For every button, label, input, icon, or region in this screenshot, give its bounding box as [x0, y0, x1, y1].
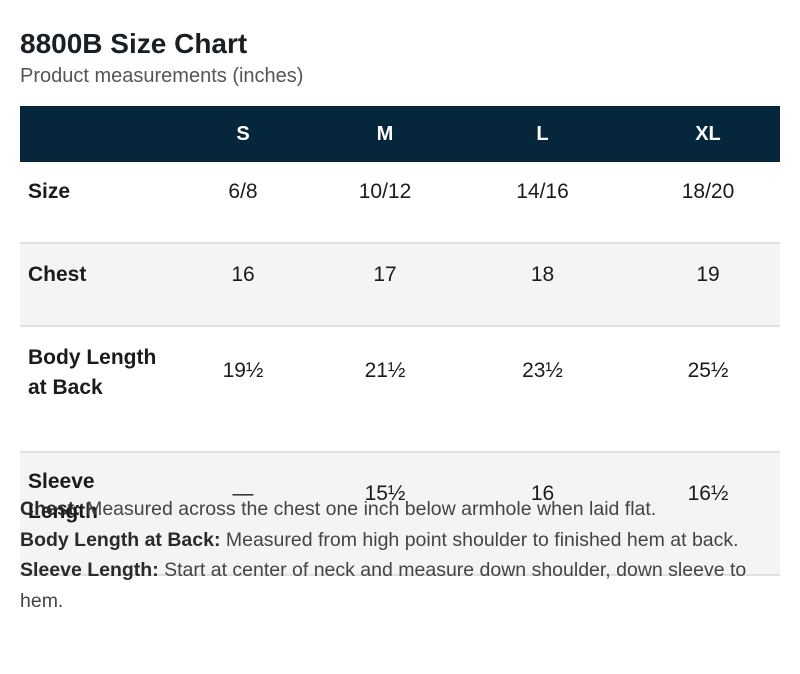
note-text: Measured across the chest one inch below… — [80, 498, 657, 520]
table-cell: 16½ — [636, 452, 780, 576]
table-body: Size 6/8 10/12 14/16 18/20 Chest 16 17 1… — [20, 162, 780, 576]
header-cell-s: S — [165, 106, 321, 162]
note-body-length: Body Length at Back: Measured from high … — [20, 525, 785, 556]
table-cell: 19 — [636, 243, 780, 327]
row-label-chest: Chest — [20, 243, 165, 327]
table-header: S M L XL — [20, 106, 780, 162]
table-cell: 16 — [449, 452, 636, 576]
page-subtitle: Product measurements (inches) — [20, 65, 304, 87]
table-cell: 10/12 — [321, 162, 449, 244]
header-row: S M L XL — [20, 106, 780, 162]
row-label-line: Length — [28, 500, 98, 523]
table-row: Sleeve Length — 15½ 16 16½ — [20, 452, 780, 576]
table-cell: 16 — [165, 243, 321, 327]
note-text: Start at center of neck and measure down… — [20, 559, 747, 612]
page-title: 8800B Size Chart — [20, 28, 248, 59]
row-label-line: Body Length — [28, 346, 157, 369]
header-cell-l: L — [449, 106, 636, 162]
table-row: Chest 16 17 18 19 — [20, 243, 780, 327]
table-cell: 21½ — [321, 326, 449, 453]
note-chest: Chest: Measured across the chest one inc… — [20, 494, 785, 525]
row-label-size: Size — [20, 162, 165, 244]
table-cell: 23½ — [449, 326, 636, 453]
size-table: S M L XL Size 6/8 10/12 14/16 18/20 Ches… — [20, 106, 780, 576]
note-term: Body Length at Back: — [20, 528, 221, 551]
table-cell: 6/8 — [165, 162, 321, 244]
table-cell: 19½ — [165, 326, 321, 453]
note-term: Sleeve Length: — [20, 559, 159, 581]
header-cell-xl: XL — [636, 106, 780, 162]
table-cell: 14/16 — [449, 162, 636, 244]
row-label-body-length: Body Length at Back — [20, 326, 165, 453]
table-row: Size 6/8 10/12 14/16 18/20 — [20, 162, 780, 244]
measurement-notes: Chest: Measured across the chest one inc… — [20, 494, 785, 616]
table-cell: 17 — [321, 243, 449, 327]
note-text: Measured from high point shoulder to fin… — [220, 528, 739, 551]
row-label-line: at Back — [28, 376, 103, 399]
header-cell-blank — [20, 106, 165, 162]
table-cell: — — [165, 452, 321, 576]
row-label-line: Sleeve — [28, 470, 95, 493]
row-label-sleeve-length: Sleeve Length — [20, 452, 165, 576]
table-cell: 18/20 — [636, 162, 780, 244]
table-row: Body Length at Back 19½ 21½ 23½ 25½ — [20, 326, 780, 453]
note-term: Chest: — [20, 498, 81, 520]
table-cell: 25½ — [636, 326, 780, 453]
table-cell: 18 — [449, 243, 636, 327]
header-cell-m: M — [321, 106, 449, 162]
note-sleeve-length: Sleeve Length: Start at center of neck a… — [20, 555, 785, 616]
table-cell: 15½ — [321, 452, 449, 576]
